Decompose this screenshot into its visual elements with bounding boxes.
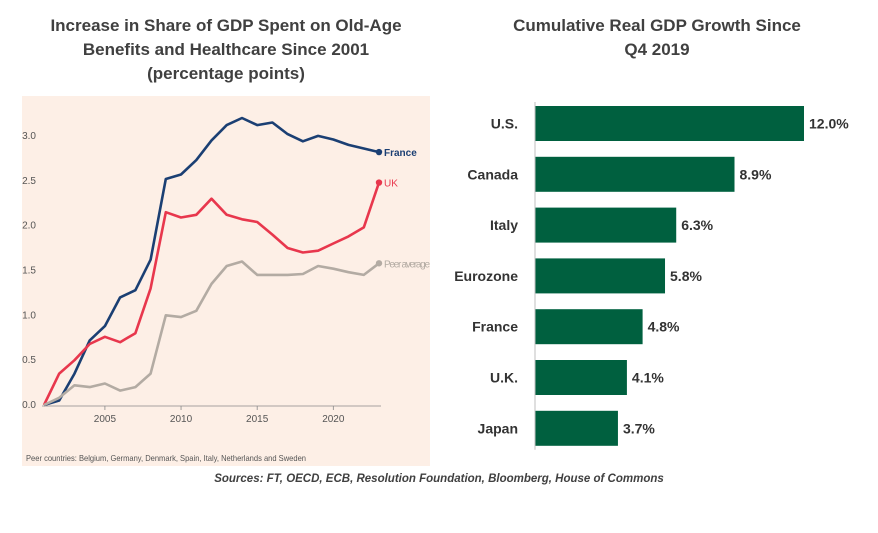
line-chart: 0.0 0.5 1.0 1.5 2.0 2.5 3.0 2005 2010 2015 2020 Fra…: [22, 116, 430, 463]
bar-value-label: 8.9%: [740, 166, 772, 182]
bar: [535, 207, 677, 243]
x-tick-label: 2015: [246, 414, 269, 425]
bar: [535, 106, 804, 141]
bar: [535, 360, 627, 395]
series-label: UK: [384, 179, 398, 190]
bar-category-label: Canada: [467, 166, 518, 182]
y-tick-label: 2.5: [22, 176, 36, 187]
chart-footnote: Peer countries: Belgium, Germany, Denmar…: [26, 453, 306, 463]
series-label: France: [384, 148, 417, 159]
series-line: [43, 116, 380, 407]
bar: [535, 156, 735, 192]
bar-chart: U.S. 12.0% Canada 8.9% Italy 6.3% Eurozone 5.8%…: [454, 102, 849, 450]
line-chart-panel: 0.0 0.5 1.0 1.5 2.0 2.5 3.0 2005 2010 2015 2020 Fra…: [22, 96, 430, 466]
bar: [535, 309, 643, 345]
x-tick-label: 2005: [94, 414, 117, 425]
y-tick-label: 3.0: [22, 131, 36, 142]
series-line: [43, 260, 380, 407]
bar-category-label: U.S.: [491, 116, 518, 132]
series-line: [42, 182, 381, 406]
left-chart-title-line: (percentage points): [147, 64, 305, 83]
left-chart-title-line: Benefits and Healthcare Since 2001: [82, 40, 370, 59]
right-chart-title-line: Q4 2019: [624, 40, 690, 59]
bar-value-label: 4.8%: [648, 319, 680, 335]
bar-value-label: 4.1%: [632, 370, 664, 386]
sources-note: Sources: FT, OECD, ECB, Resolution Found…: [214, 473, 664, 485]
series-label: Peer average: [384, 259, 430, 270]
bar-value-label: 5.8%: [670, 268, 702, 284]
bar: [535, 410, 618, 446]
bar-category-label: Eurozone: [454, 268, 518, 284]
bar-value-label: 12.0%: [809, 116, 849, 132]
series-end-point: [375, 179, 383, 186]
right-chart-title-line: Cumulative Real GDP Growth Since: [513, 16, 801, 35]
x-tick-label: 2010: [170, 414, 193, 425]
y-tick-label: 2.0: [22, 221, 36, 232]
bar: [535, 258, 666, 294]
series-end-point: [375, 260, 383, 267]
bar-value-label: 3.7%: [623, 420, 655, 436]
y-tick-label: 0.5: [22, 355, 36, 366]
right-chart-title: Cumulative Real GDP Growth Since Q4 2019: [452, 14, 862, 62]
y-tick-label: 0.0: [22, 400, 36, 411]
bar-value-label: 6.3%: [681, 217, 713, 233]
y-tick-label: 1.5: [22, 265, 36, 276]
bar-category-label: U.K.: [490, 370, 518, 386]
y-tick-label: 1.0: [22, 310, 36, 321]
bar-category-label: Italy: [490, 217, 518, 233]
bar-category-label: Japan: [478, 420, 518, 436]
series-end-point: [375, 148, 383, 156]
x-tick-label: 2020: [322, 414, 345, 425]
bar-category-label: France: [472, 319, 518, 335]
left-chart-title: Increase in Share of GDP Spent on Old-Ag…: [0, 14, 452, 86]
left-chart-title-line: Increase in Share of GDP Spent on Old-Ag…: [50, 16, 402, 35]
